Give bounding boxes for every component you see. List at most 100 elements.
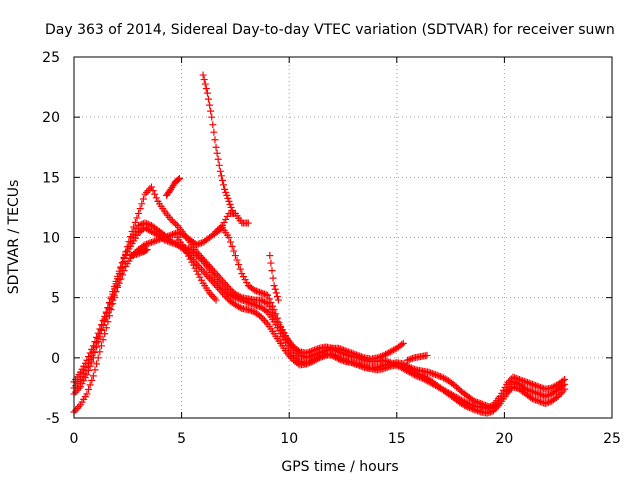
data-point	[85, 353, 93, 361]
data-point	[235, 295, 243, 303]
data-point	[294, 347, 302, 355]
data-point	[131, 218, 139, 226]
data-point	[252, 287, 260, 295]
data-point	[354, 360, 362, 368]
data-point	[115, 267, 123, 275]
data-point	[224, 194, 232, 202]
series-arm-right	[212, 209, 252, 235]
data-point	[209, 292, 217, 300]
data-point	[270, 306, 278, 314]
y-tick-label: 25	[42, 50, 60, 66]
data-point	[220, 181, 228, 189]
data-point	[380, 365, 388, 373]
data-point	[217, 223, 225, 231]
data-point	[180, 243, 188, 251]
data-point	[517, 376, 525, 384]
data-point	[194, 253, 202, 261]
data-point	[412, 372, 420, 380]
data-point	[262, 291, 270, 299]
data-point	[270, 318, 278, 326]
data-point	[138, 200, 146, 208]
data-point	[130, 223, 138, 231]
data-point	[143, 246, 151, 254]
data-point	[359, 356, 367, 364]
data-point	[212, 143, 220, 151]
data-point	[146, 239, 154, 247]
data-point	[186, 246, 194, 254]
data-point	[427, 369, 435, 377]
data-point	[85, 385, 93, 393]
data-point	[530, 388, 538, 396]
data-point	[193, 241, 201, 249]
data-point	[107, 300, 115, 308]
data-point	[388, 359, 396, 367]
data-point	[109, 296, 117, 304]
data-point	[177, 230, 185, 238]
series-spike	[199, 71, 237, 217]
data-point	[451, 382, 459, 390]
data-point	[76, 375, 84, 383]
data-point	[130, 230, 138, 238]
data-point	[408, 354, 416, 362]
y-tick-label: 0	[51, 351, 60, 367]
data-point	[428, 369, 436, 377]
data-point	[273, 324, 281, 332]
data-point	[174, 175, 182, 183]
data-point	[501, 383, 509, 391]
data-point	[218, 176, 226, 184]
data-point	[361, 362, 369, 370]
data-point	[244, 298, 252, 306]
data-point	[97, 342, 105, 350]
data-point	[535, 383, 543, 391]
data-point	[336, 356, 344, 364]
data-point	[233, 294, 241, 302]
data-point	[425, 368, 433, 376]
data-point	[170, 218, 178, 226]
data-point	[512, 374, 520, 382]
data-point	[543, 392, 551, 400]
data-point	[167, 231, 175, 239]
data-point	[435, 372, 443, 380]
data-point	[208, 113, 216, 121]
chart-title: Day 363 of 2014, Sidereal Day-to-day VTE…	[45, 22, 615, 38]
data-point	[165, 232, 173, 240]
data-point	[380, 356, 388, 364]
data-point	[265, 303, 273, 311]
data-point	[139, 195, 147, 203]
data-point	[286, 353, 294, 361]
data-point	[212, 282, 220, 290]
data-point	[244, 306, 252, 314]
data-point	[136, 221, 144, 229]
data-point	[156, 235, 164, 243]
data-point	[91, 343, 99, 351]
data-point	[188, 247, 196, 255]
data-point	[138, 220, 146, 228]
data-point	[193, 267, 201, 275]
data-point	[346, 352, 354, 360]
data-point	[83, 371, 91, 379]
data-point	[118, 271, 126, 279]
data-point	[467, 401, 475, 409]
data-point	[104, 309, 112, 317]
data-point	[217, 172, 225, 180]
data-point	[218, 289, 226, 297]
data-point	[115, 279, 123, 287]
data-point	[147, 183, 155, 191]
data-point	[94, 334, 102, 342]
data-point	[89, 342, 97, 350]
data-point	[141, 190, 149, 198]
data-point	[88, 352, 96, 360]
data-point	[338, 349, 346, 357]
data-point	[273, 314, 281, 322]
data-point	[294, 360, 302, 368]
data-point	[198, 276, 206, 284]
data-point	[252, 301, 260, 309]
data-point	[231, 252, 239, 260]
data-point	[267, 259, 275, 267]
data-point	[315, 353, 323, 361]
data-point	[525, 386, 533, 394]
data-point	[81, 366, 89, 374]
data-point	[93, 339, 101, 347]
data-point	[93, 360, 101, 368]
